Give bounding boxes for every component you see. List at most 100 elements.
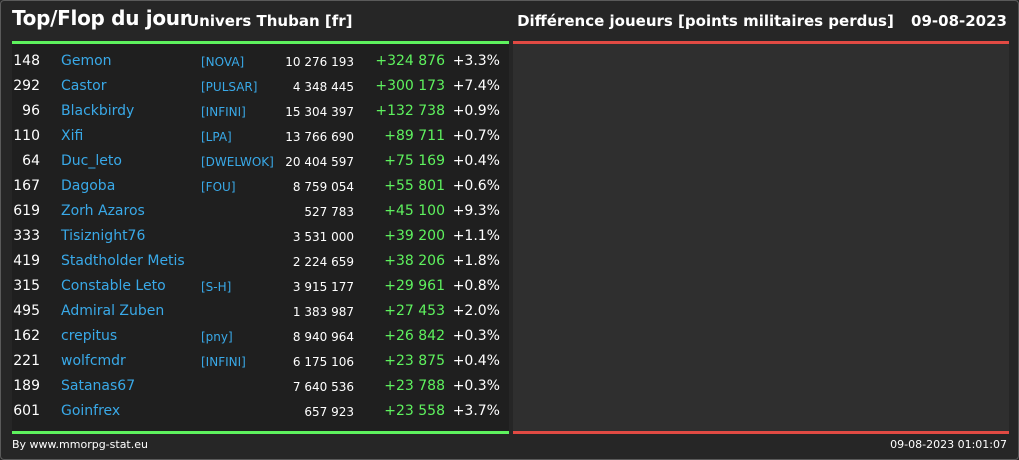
- table-row: 315 Constable Leto [S-H] 3 915 177 +29 961 +0…: [12, 273, 509, 298]
- player-name-link[interactable]: Stadtholder Metis: [61, 253, 185, 269]
- percent-cell: +0.4%: [452, 353, 500, 369]
- alliance-tag[interactable]: [DWELWOK]: [201, 155, 274, 169]
- player-name-link[interactable]: Duc_leto: [61, 153, 122, 169]
- points-cell: 8 759 054: [292, 180, 354, 194]
- rank-cell: 419: [13, 253, 40, 269]
- percent-cell: +3.3%: [452, 53, 500, 69]
- player-name-link[interactable]: crepitus: [61, 328, 118, 344]
- percent-cell: +2.0%: [452, 303, 500, 319]
- points-cell: 6 175 106: [292, 355, 354, 369]
- diff-cell: +89 711: [384, 128, 445, 144]
- alliance-tag[interactable]: [pny]: [201, 330, 233, 344]
- player-name-link[interactable]: Satanas67: [61, 378, 136, 394]
- table-row: 189 Satanas67 7 640 536 +23 788 +0.3%: [12, 373, 509, 398]
- player-name-link[interactable]: Xifi: [61, 128, 84, 144]
- points-cell: 657 923: [304, 405, 354, 419]
- diff-cell: +29 961: [384, 278, 445, 294]
- diff-cell: +38 206: [384, 253, 445, 269]
- player-name-link[interactable]: Zorh Azaros: [61, 203, 145, 219]
- diff-cell: +132 738: [375, 103, 445, 119]
- table-row: 110 Xifi [LPA] 13 766 690 +89 711 +0.7%: [12, 123, 509, 148]
- player-name-link[interactable]: wolfcmdr: [61, 353, 126, 369]
- points-cell: 8 940 964: [292, 330, 354, 344]
- percent-cell: +1.8%: [452, 253, 500, 269]
- source-link[interactable]: By www.mmorpg-stat.eu: [12, 438, 148, 451]
- rank-cell: 292: [13, 78, 40, 94]
- rank-cell: 189: [13, 378, 40, 394]
- universe-label: Univers Thuban [fr]: [187, 12, 353, 30]
- alliance-tag[interactable]: [INFINI]: [201, 105, 246, 119]
- diff-cell: +75 169: [384, 153, 445, 169]
- table-row: 64 Duc_leto [DWELWOK] 20 404 597 +75 169 +0.4…: [12, 148, 509, 173]
- diff-cell: +26 842: [384, 328, 445, 344]
- percent-cell: +7.4%: [452, 78, 500, 94]
- alliance-tag[interactable]: [PULSAR]: [201, 80, 258, 94]
- rank-cell: 495: [13, 303, 40, 319]
- top-gainers-list: 148 Gemon [NOVA] 10 276 193 +324 876 +3.3% 292…: [12, 44, 509, 431]
- player-name-link[interactable]: Blackbirdy: [61, 103, 135, 119]
- alliance-tag[interactable]: [S-H]: [201, 280, 232, 294]
- diff-cell: +39 200: [384, 228, 445, 244]
- player-name-link[interactable]: Goinfrex: [61, 403, 121, 419]
- table-row: 162 crepitus [pny] 8 940 964 +26 842 +0.3%: [12, 323, 509, 348]
- alliance-tag[interactable]: [LPA]: [201, 130, 232, 144]
- rank-cell: 333: [13, 228, 40, 244]
- percent-cell: +0.8%: [452, 278, 500, 294]
- rank-cell: 96: [22, 103, 40, 119]
- alliance-tag[interactable]: [FOU]: [201, 180, 236, 194]
- rank-cell: 162: [13, 328, 40, 344]
- player-name-link[interactable]: Castor: [61, 78, 107, 94]
- rank-cell: 64: [22, 153, 40, 169]
- diff-cell: +23 558: [384, 403, 445, 419]
- table-row: 167 Dagoba [FOU] 8 759 054 +55 801 +0.6%: [12, 173, 509, 198]
- alliance-tag[interactable]: [NOVA]: [201, 55, 245, 69]
- top-gain-divider: [12, 41, 509, 44]
- percent-cell: +3.7%: [452, 403, 500, 419]
- percent-cell: +0.3%: [452, 378, 500, 394]
- table-row: 148 Gemon [NOVA] 10 276 193 +324 876 +3.3%: [12, 48, 509, 73]
- percent-cell: +0.7%: [452, 128, 500, 144]
- percent-cell: +1.1%: [452, 228, 500, 244]
- table-row: 619 Zorh Azaros 527 783 +45 100 +9.3%: [12, 198, 509, 223]
- alliance-tag[interactable]: [INFINI]: [201, 355, 246, 369]
- points-cell: 4 348 445: [292, 80, 354, 94]
- player-name-link[interactable]: Gemon: [61, 53, 112, 69]
- player-name-link[interactable]: Dagoba: [61, 178, 116, 194]
- diff-cell: +23 788: [384, 378, 445, 394]
- table-row: 333 Tisiznight76 3 531 000 +39 200 +1.1%: [12, 223, 509, 248]
- diff-cell: +300 173: [375, 78, 445, 94]
- percent-cell: +0.3%: [452, 328, 500, 344]
- points-cell: 3 915 177: [292, 280, 354, 294]
- points-cell: 15 304 397: [285, 105, 354, 119]
- ranking-subtitle: Différence joueurs [points militaires pe…: [517, 12, 894, 30]
- table-row: 419 Stadtholder Metis 2 224 659 +38 206 +1.8…: [12, 248, 509, 273]
- table-row: 221 wolfcmdr [INFINI] 6 175 106 +23 875 +0.4%: [12, 348, 509, 373]
- rank-cell: 619: [13, 203, 40, 219]
- top-losers-list: [513, 44, 1009, 431]
- points-cell: 527 783: [304, 205, 354, 219]
- points-cell: 13 766 690: [285, 130, 354, 144]
- player-name-link[interactable]: Constable Leto: [61, 278, 166, 294]
- player-name-link[interactable]: Tisiznight76: [61, 228, 146, 244]
- table-row: 601 Goinfrex 657 923 +23 558 +3.7%: [12, 398, 509, 423]
- rank-cell: 221: [13, 353, 40, 369]
- bottom-loss-divider: [513, 431, 1009, 434]
- points-cell: 3 531 000: [292, 230, 354, 244]
- points-cell: 7 640 536: [292, 380, 354, 394]
- rank-cell: 315: [13, 278, 40, 294]
- points-cell: 1 383 987: [292, 305, 354, 319]
- rank-cell: 601: [13, 403, 40, 419]
- bottom-gain-divider: [12, 431, 509, 434]
- top-loss-divider: [513, 41, 1009, 44]
- diff-cell: +324 876: [375, 53, 445, 69]
- diff-cell: +55 801: [384, 178, 445, 194]
- rank-cell: 167: [13, 178, 40, 194]
- player-name-link[interactable]: Admiral Zuben: [61, 303, 165, 319]
- percent-cell: +0.9%: [452, 103, 500, 119]
- timestamp: 09-08-2023 01:01:07: [890, 438, 1007, 451]
- rank-cell: 110: [13, 128, 40, 144]
- table-row: 495 Admiral Zuben 1 383 987 +27 453 +2.0%: [12, 298, 509, 323]
- header-right: Différence joueurs [points militaires pe…: [505, 12, 1007, 30]
- table-row: 96 Blackbirdy [INFINI] 15 304 397 +132 738 +0…: [12, 98, 509, 123]
